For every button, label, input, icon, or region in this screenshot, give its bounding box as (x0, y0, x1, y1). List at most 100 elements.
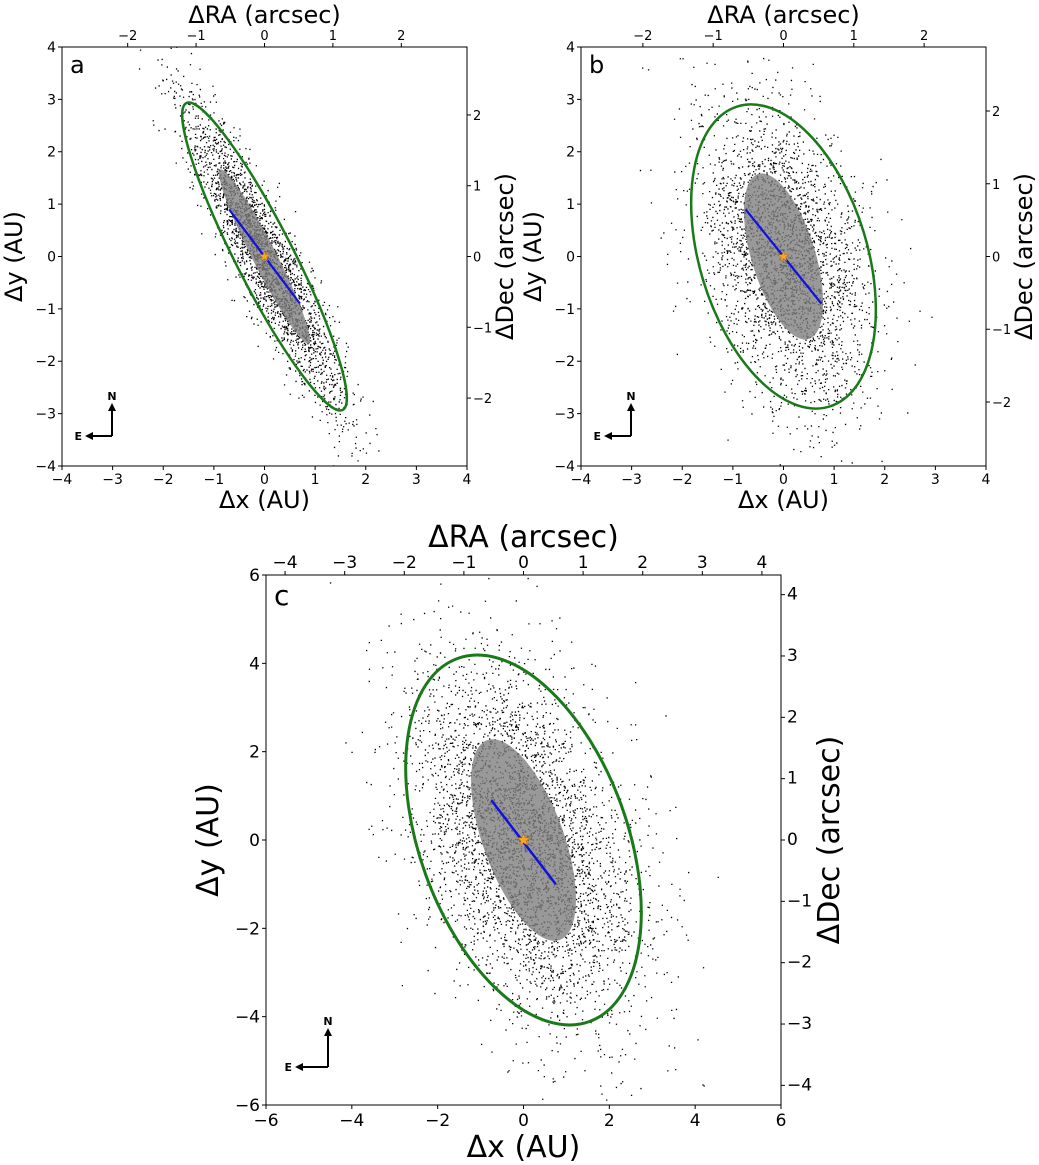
plot-area (138, 47, 380, 466)
orbit-ellipse (180, 101, 349, 412)
compass: NE (74, 390, 116, 443)
y-axis-left: −6 −4 −2 0 2 4 6 (235, 566, 266, 1116)
right-tick-label: −1 (787, 891, 812, 911)
x-tick-label: 3 (931, 472, 940, 488)
y-tick-label: 1 (47, 197, 56, 213)
y-tick-label: −2 (235, 919, 260, 939)
x-tick-label: −4 (339, 1111, 364, 1131)
panel-tag: b (589, 51, 604, 79)
x-tick-label: −2 (153, 472, 174, 488)
plot-area (329, 577, 719, 1101)
x-axis-title: Δx (AU) (738, 486, 829, 514)
x-tick-label: −6 (253, 1111, 278, 1131)
x-tick-label: 0 (518, 1111, 529, 1131)
top-tick-label: −2 (392, 553, 417, 573)
top-tick-label: 0 (779, 29, 787, 44)
x-tick-label: 4 (982, 472, 991, 488)
top-tick-label: 1 (850, 29, 858, 44)
y-tick-label: 6 (249, 566, 260, 586)
top-tick-label: −3 (332, 553, 357, 573)
top-tick-label: −1 (451, 553, 476, 573)
north-arrowhead (627, 403, 635, 411)
x-tick-label: 1 (830, 472, 839, 488)
compass-north-label: N (626, 390, 635, 403)
top-tick-label: 2 (397, 29, 405, 44)
compass-east-label: E (74, 430, 82, 443)
compass-east-label: E (593, 430, 601, 443)
top-tick-label: −2 (633, 29, 652, 44)
east-arrowhead (604, 432, 612, 440)
top-tick-label: −4 (273, 553, 298, 573)
right-tick-label: 1 (787, 769, 798, 789)
y-tick-label: −3 (554, 407, 575, 423)
x-axis-title: Δx (AU) (219, 486, 310, 514)
x-tick-label: −3 (621, 472, 642, 488)
x-tick-label: 0 (779, 472, 788, 488)
y-tick-label: 3 (47, 92, 56, 108)
x-tick-label: −4 (571, 472, 592, 488)
y-tick-label: −2 (35, 354, 56, 370)
scatter-points (138, 47, 380, 466)
compass: NE (284, 1015, 332, 1074)
y-axis-right: −4 −3 −2 −1 0 1 2 3 4 (781, 585, 812, 1095)
x-tick-label: 0 (260, 472, 269, 488)
x-tick-label: −2 (425, 1111, 450, 1131)
east-arrowhead (85, 432, 93, 440)
star-marker (516, 832, 531, 846)
panel-tag: a (70, 51, 85, 79)
y-tick-label: −1 (35, 302, 56, 318)
x-axis-top: −2 −1 0 1 2 (633, 29, 928, 47)
y-tick-label: 0 (249, 831, 260, 851)
compass: NE (593, 390, 635, 443)
right-tick-label: 3 (787, 646, 798, 666)
y-tick-label: 4 (249, 654, 260, 674)
x-tick-label: −1 (723, 472, 744, 488)
right-tick-label: −3 (787, 1014, 812, 1034)
x-tick-label: −2 (672, 472, 693, 488)
y-axis-right: −2 −1 0 1 2 (986, 105, 1011, 411)
x-tick-label: 4 (690, 1111, 701, 1131)
compass-north-label: N (107, 390, 116, 403)
x-axis-title: Δx (AU) (467, 1130, 581, 1165)
top-tick-label: 1 (578, 553, 589, 573)
compass-east-label: E (284, 1061, 292, 1074)
panel-tag: c (274, 579, 289, 612)
top-tick-label: 1 (329, 29, 337, 44)
y-tick-label: 0 (47, 249, 56, 265)
right-tick-label: −1 (992, 323, 1011, 338)
plot-area (639, 57, 933, 466)
y-tick-label: −4 (235, 1008, 260, 1028)
right-axis-title: ΔDec (arcsec) (1010, 173, 1038, 340)
x-axis-top: −4 −3 −2 −1 0 1 2 3 4 (273, 553, 768, 575)
top-axis-title: ΔRA (arcsec) (188, 1, 341, 29)
y-tick-label: −1 (554, 302, 575, 318)
top-tick-label: 4 (757, 553, 768, 573)
x-tick-label: 2 (880, 472, 889, 488)
top-axis-title: ΔRA (arcsec) (428, 520, 619, 555)
y-tick-label: 4 (47, 40, 56, 56)
y-axis-title: Δy (AU) (519, 211, 547, 302)
right-tick-label: 0 (473, 251, 481, 266)
right-tick-label: −1 (473, 321, 492, 336)
x-tick-label: 6 (776, 1111, 787, 1131)
east-arrowhead (295, 1063, 303, 1071)
right-tick-label: 2 (473, 109, 481, 124)
right-tick-label: −2 (787, 953, 812, 973)
x-tick-label: −4 (52, 472, 73, 488)
y-tick-label: −4 (554, 459, 575, 475)
right-tick-label: 2 (787, 707, 798, 727)
right-tick-label: −2 (473, 392, 492, 407)
right-tick-label: 4 (787, 585, 798, 605)
top-tick-label: 3 (697, 553, 708, 573)
right-tick-label: 2 (992, 105, 1000, 120)
x-tick-label: −3 (102, 472, 123, 488)
star-marker (258, 250, 271, 262)
y-tick-label: 2 (47, 145, 56, 161)
top-tick-label: 0 (518, 553, 529, 573)
x-tick-label: 2 (604, 1111, 615, 1131)
top-tick-label: 0 (260, 29, 268, 44)
right-axis-title: ΔDec (arcsec) (491, 173, 519, 340)
